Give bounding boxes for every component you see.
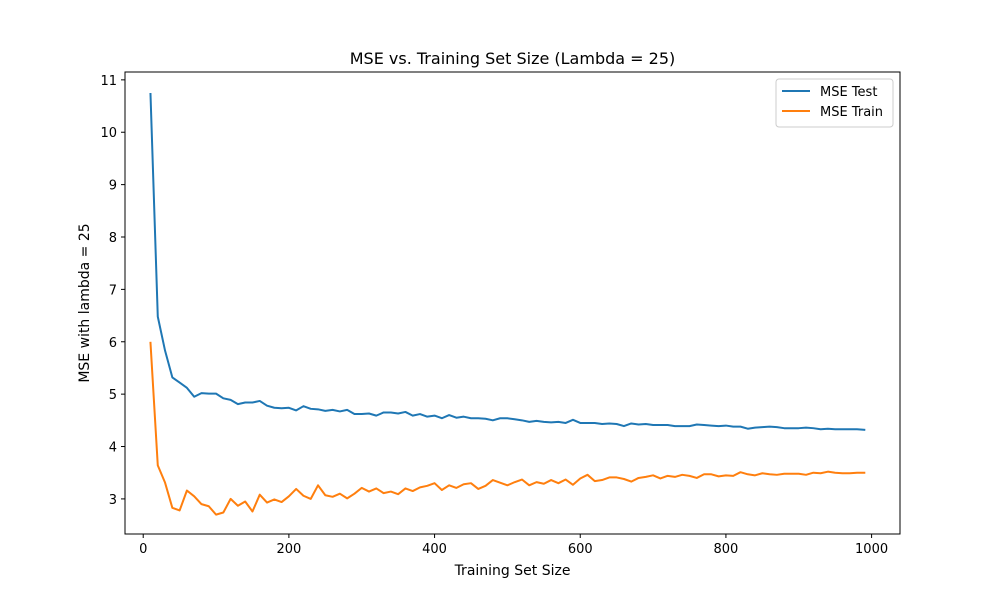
plot-lines: [149, 92, 866, 516]
x-tick-label: 600: [568, 542, 593, 557]
y-tick-label: 4: [109, 441, 117, 456]
y-tick-label: 3: [109, 493, 117, 508]
legend-label-mse-test: MSE Test: [820, 85, 877, 100]
y-axis-label: MSE with lambda = 25: [77, 223, 93, 382]
y-tick-label: 11: [100, 74, 117, 89]
y-tick-label: 5: [109, 388, 117, 403]
x-axis-label: Training Set Size: [454, 563, 571, 579]
y-tick-label: 6: [109, 336, 117, 351]
series-line-mse-test: [149, 92, 866, 431]
series-line-mse-train: [149, 341, 866, 516]
x-tick-label: 200: [276, 542, 301, 557]
legend: MSE Test MSE Train: [775, 78, 894, 128]
y-axis-ticks: 3 4 5 6 7 8 9 10 11: [100, 74, 125, 508]
x-tick-label: 800: [714, 542, 739, 557]
x-tick-label: 400: [422, 542, 447, 557]
x-tick-label: 0: [139, 542, 147, 557]
y-tick-label: 8: [109, 231, 117, 246]
y-tick-label: 7: [109, 283, 117, 298]
axes-frame: [124, 71, 901, 535]
y-tick-label: 10: [100, 126, 117, 141]
x-axis-ticks: 0 200 400 600 800 1000: [139, 534, 888, 557]
x-tick-label: 1000: [855, 542, 888, 557]
chart-title: MSE vs. Training Set Size (Lambda = 25): [350, 49, 675, 68]
legend-label-mse-train: MSE Train: [820, 105, 883, 120]
y-tick-label: 9: [109, 179, 117, 194]
